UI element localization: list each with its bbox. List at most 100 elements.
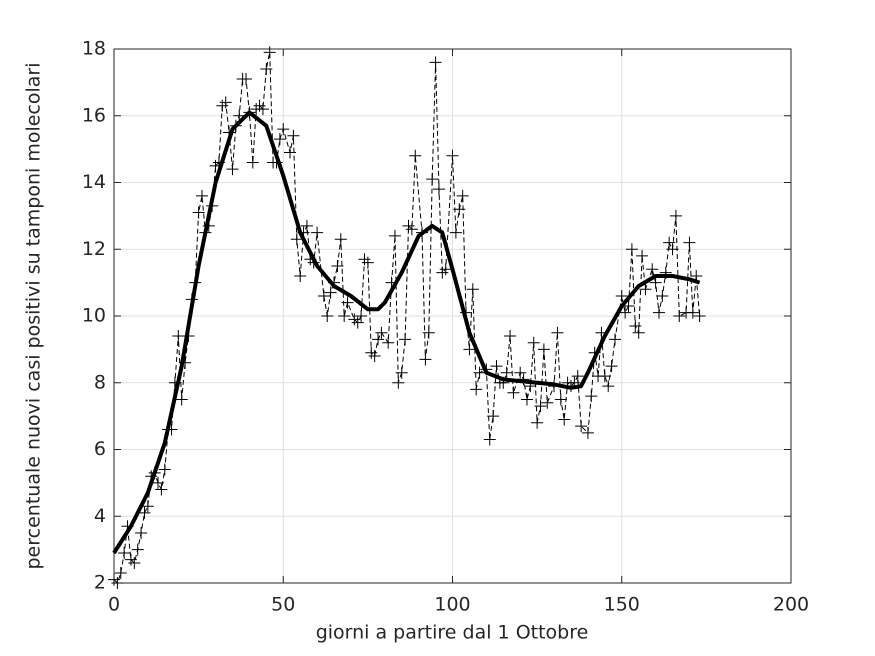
data-point xyxy=(598,370,611,383)
data-point xyxy=(669,209,682,222)
data-point xyxy=(196,189,209,202)
data-point xyxy=(615,289,628,302)
y-tick-label: 18 xyxy=(82,38,106,60)
data-point xyxy=(263,46,276,59)
data-point xyxy=(636,249,649,262)
x-tick-label: 50 xyxy=(271,594,295,616)
data-point xyxy=(294,269,307,282)
data-point xyxy=(622,299,635,312)
data-point xyxy=(507,386,520,399)
data-point xyxy=(602,380,615,393)
data-point xyxy=(531,416,544,429)
axes-box xyxy=(113,48,792,584)
data-point xyxy=(300,219,313,232)
data-point xyxy=(693,310,706,322)
data-point xyxy=(341,296,354,309)
data-point xyxy=(466,283,479,296)
data-point xyxy=(656,289,669,302)
data-point xyxy=(324,286,337,299)
y-tick-label: 6 xyxy=(94,438,106,460)
data-point xyxy=(673,310,686,322)
data-point xyxy=(439,263,452,276)
data-point xyxy=(419,353,432,366)
x-tick-label: 200 xyxy=(773,594,809,616)
y-tick-label: 14 xyxy=(82,171,106,193)
data-point xyxy=(422,326,435,339)
y-tick-label: 12 xyxy=(82,238,106,260)
data-point xyxy=(470,383,483,396)
y-tick-label: 10 xyxy=(82,305,106,327)
data-point xyxy=(483,433,496,446)
data-point xyxy=(219,96,232,109)
data-point xyxy=(114,566,127,579)
data-point xyxy=(399,333,412,346)
data-point xyxy=(334,233,347,246)
data-point xyxy=(405,223,418,236)
data-point xyxy=(473,366,486,379)
data-point xyxy=(277,123,290,136)
data-point xyxy=(368,350,381,363)
data-point xyxy=(629,320,642,333)
data-point xyxy=(432,183,445,196)
data-point xyxy=(605,360,618,373)
data-point xyxy=(632,326,645,339)
x-tick-label: 150 xyxy=(604,594,640,616)
data-point xyxy=(321,310,334,322)
data-point xyxy=(382,336,395,349)
data-point xyxy=(351,316,364,329)
data-point xyxy=(649,276,662,289)
x-axis-label: giorni a partire dal 1 Ottobre xyxy=(316,622,589,644)
data-point xyxy=(331,259,344,272)
data-point xyxy=(575,420,588,433)
data-point xyxy=(663,236,676,249)
data-point xyxy=(284,146,297,159)
data-point xyxy=(338,310,351,322)
data-point xyxy=(446,149,459,162)
data-point xyxy=(118,546,131,559)
data-point xyxy=(426,173,439,186)
data-point xyxy=(558,413,571,426)
data-point xyxy=(361,256,374,269)
data-point xyxy=(453,203,466,216)
data-point xyxy=(686,306,699,319)
data-point xyxy=(429,56,442,69)
data-point xyxy=(131,543,144,556)
data-point xyxy=(256,103,269,116)
data-point xyxy=(365,346,378,359)
data-point xyxy=(571,370,584,383)
data-point xyxy=(608,333,621,346)
data-point xyxy=(124,553,137,566)
data-point xyxy=(348,313,361,326)
data-point xyxy=(409,149,422,162)
data-point xyxy=(155,483,168,496)
data-point xyxy=(520,393,533,406)
x-tick-label: 100 xyxy=(434,594,470,616)
data-point xyxy=(152,476,165,489)
data-point xyxy=(108,573,120,586)
data-point xyxy=(395,366,408,379)
data-point xyxy=(436,266,449,279)
data-point xyxy=(639,283,652,296)
x-tick-label: 0 xyxy=(108,594,120,616)
data-point xyxy=(449,226,462,239)
data-point xyxy=(111,577,124,589)
data-point xyxy=(652,306,665,319)
data-point xyxy=(500,366,513,379)
data-point xyxy=(585,390,598,403)
data-point xyxy=(253,99,266,112)
data-point xyxy=(273,133,286,146)
y-axis-label: percentuale nuovi casi positivi su tampo… xyxy=(23,62,45,569)
data-point xyxy=(551,326,564,339)
data-point xyxy=(666,243,679,256)
data-point xyxy=(216,99,229,112)
data-point xyxy=(487,410,500,423)
data-point xyxy=(537,343,550,356)
data-point xyxy=(375,326,388,339)
data-point xyxy=(246,156,259,169)
data-point xyxy=(514,366,527,379)
data-point xyxy=(172,330,185,343)
data-point xyxy=(135,526,148,539)
data-point xyxy=(290,233,303,246)
